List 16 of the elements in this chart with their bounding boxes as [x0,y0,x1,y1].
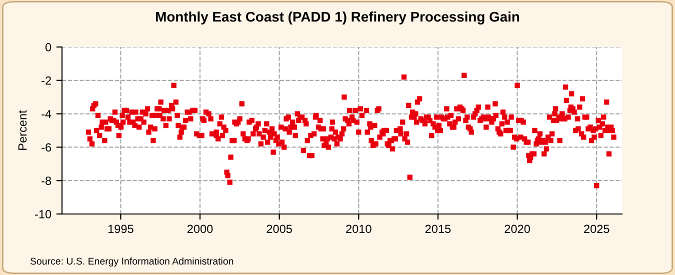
x-tick-label: 2010 [346,224,372,234]
y-tick-label: -8 [42,176,52,185]
x-tick-label: 2020 [504,224,530,234]
y-tick-label: -4 [42,110,52,118]
y-tick-label: -2 [42,76,51,85]
x-tick-label: 2025 [584,224,610,234]
y-tick-label: -6 [42,143,52,152]
source-note: Source: U.S. Energy Information Administration [30,257,234,267]
x-tick-label: 1995 [108,224,134,234]
x-tick-label: 2000 [187,224,213,234]
x-tick-label: 2005 [266,224,292,234]
y-tick-label: -10 [35,210,52,218]
x-tick-label: 2015 [425,224,451,234]
y-axis-title: Percent [18,110,27,150]
chart-title: Monthly East Coast (PADD 1) Refinery Processing Gain [156,11,520,25]
y-tick-label: 0 [45,43,52,52]
